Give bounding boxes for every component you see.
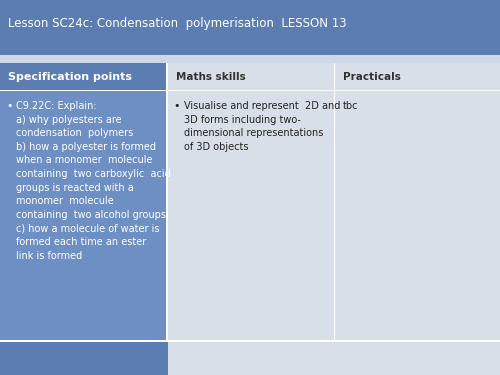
Bar xyxy=(0,340,500,342)
Text: tbc: tbc xyxy=(343,101,358,111)
Text: C9.22C: Explain:
a) why polyesters are
condensation  polymers
b) how a polyester: C9.22C: Explain: a) why polyesters are c… xyxy=(16,101,171,261)
Bar xyxy=(0,55,500,63)
Text: •: • xyxy=(6,101,12,111)
Bar xyxy=(0,91,168,340)
Text: Lesson SC24c: Condensation  polymerisation  LESSON 13: Lesson SC24c: Condensation polymerisatio… xyxy=(8,16,346,30)
Bar xyxy=(168,342,500,375)
Text: Practicals: Practicals xyxy=(343,72,401,82)
Bar xyxy=(335,63,500,91)
Bar xyxy=(168,63,335,91)
Text: Specification points: Specification points xyxy=(8,72,132,82)
Bar xyxy=(166,63,168,375)
Bar xyxy=(0,0,500,55)
Bar xyxy=(0,90,500,91)
Text: •: • xyxy=(174,101,180,111)
Bar xyxy=(335,91,500,340)
Bar xyxy=(168,91,335,340)
Text: Maths skills: Maths skills xyxy=(176,72,245,82)
Bar xyxy=(334,63,335,375)
Text: Visualise and represent  2D and
3D forms including two-
dimensional representati: Visualise and represent 2D and 3D forms … xyxy=(184,101,340,152)
Bar xyxy=(0,63,168,91)
Bar xyxy=(0,342,168,375)
